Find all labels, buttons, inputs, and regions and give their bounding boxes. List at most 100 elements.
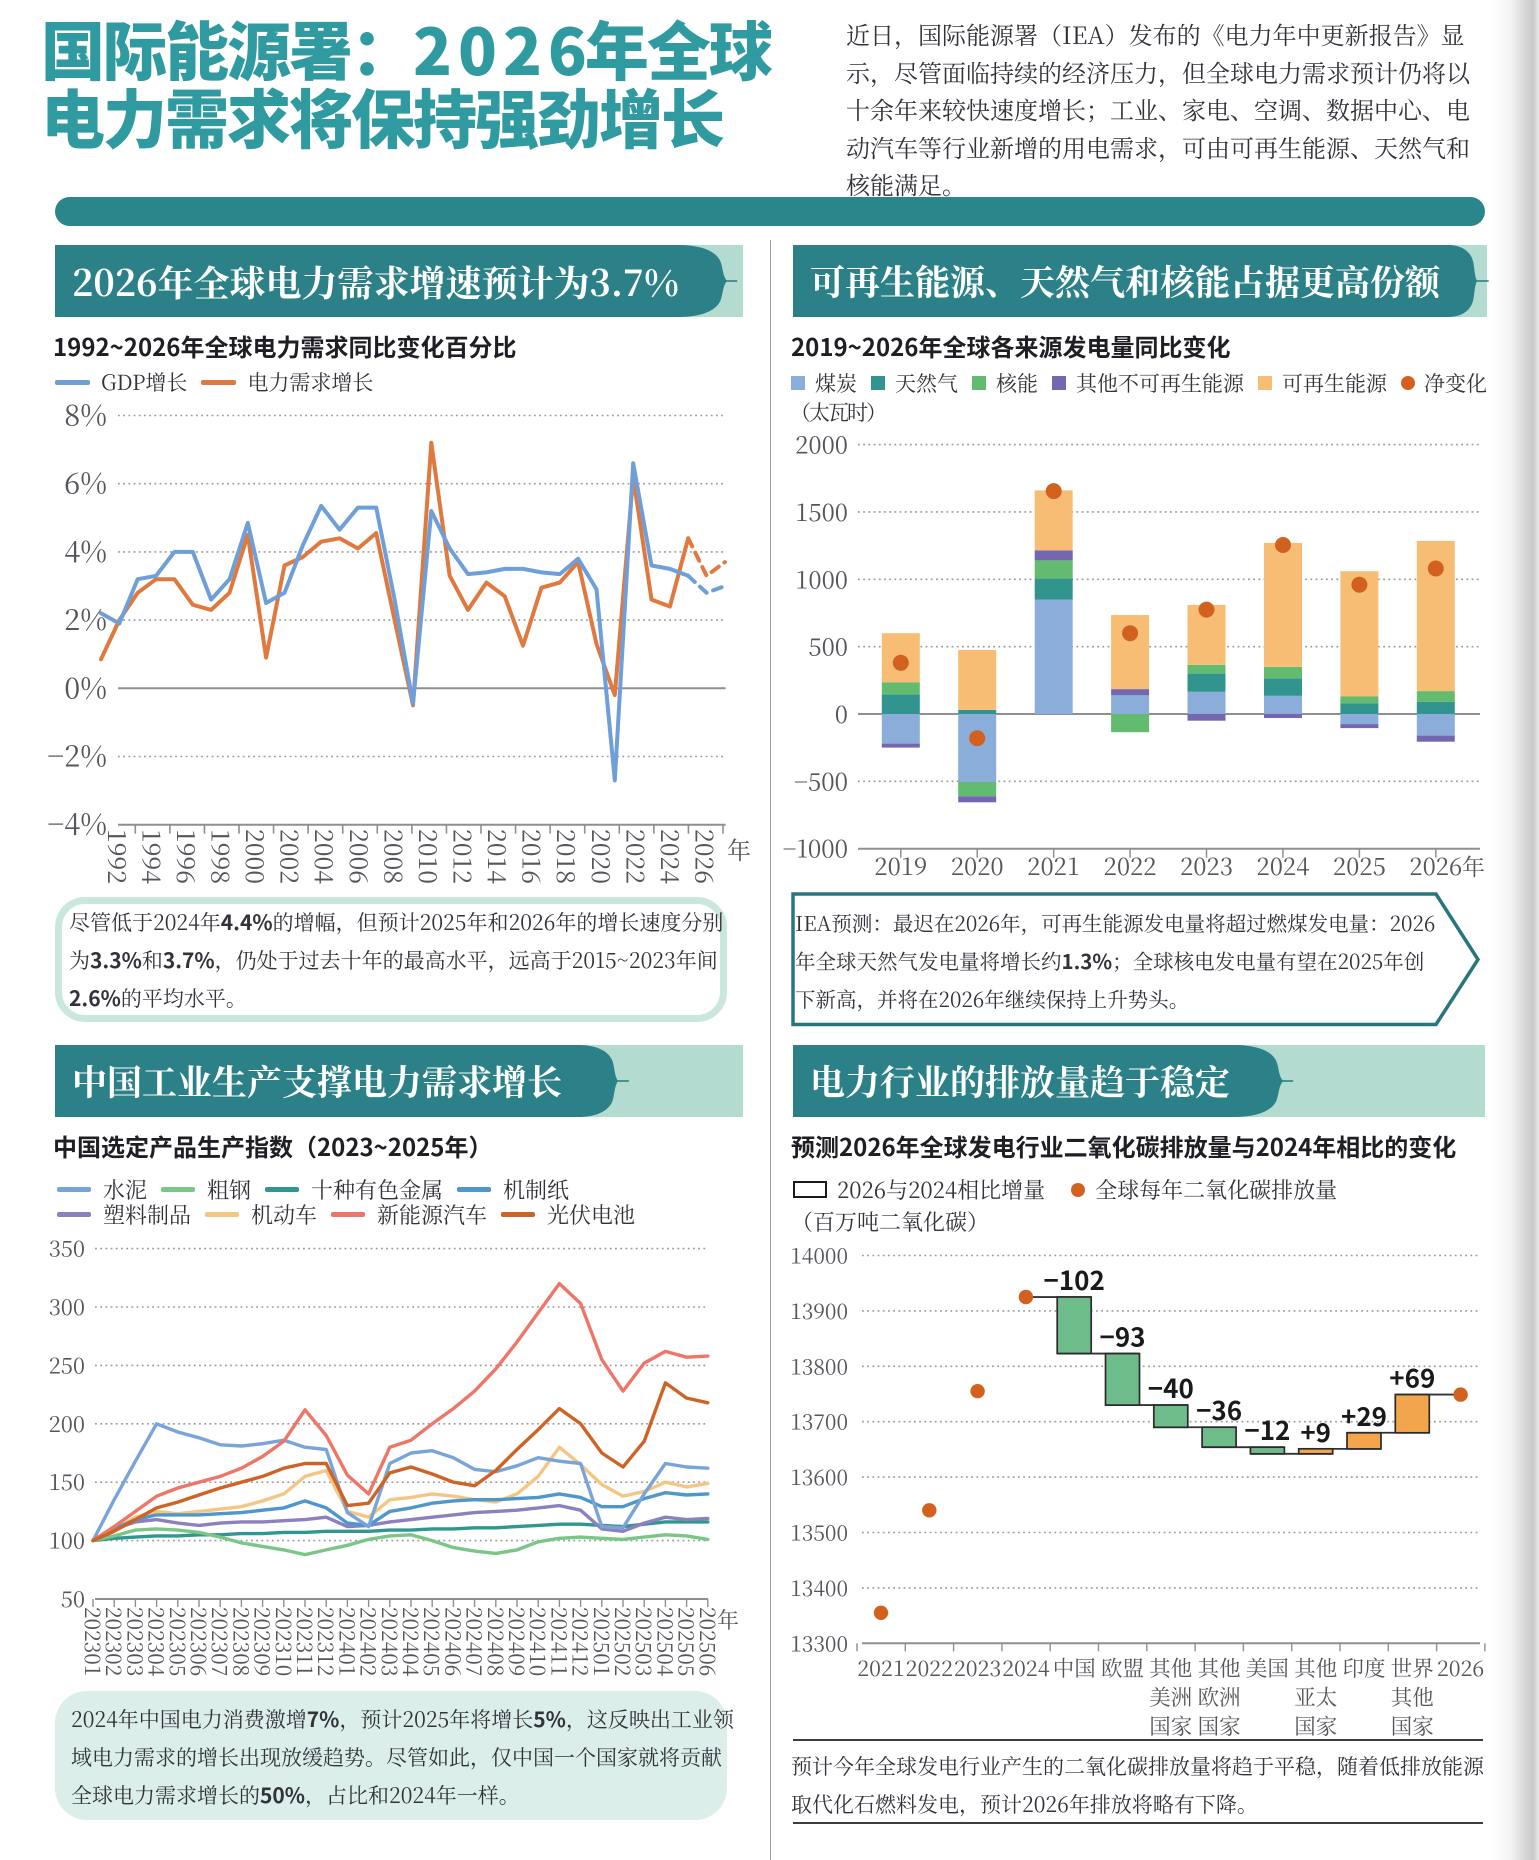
svg-text:2026: 2026 [1437,1652,1484,1683]
svg-text:202410: 202410 [523,1607,553,1676]
svg-text:0: 0 [835,695,848,730]
svg-text:202502: 202502 [608,1607,638,1676]
svg-text:13300: 13300 [790,1628,848,1658]
svg-text:13600: 13600 [790,1462,848,1492]
svg-text:2020: 2020 [951,847,1004,882]
svg-text:1000: 1000 [795,560,848,595]
svg-text:202306: 202306 [184,1607,214,1676]
svg-text:202308: 202308 [226,1607,256,1676]
svg-text:2025: 2025 [1333,847,1386,882]
svg-text:202503: 202503 [629,1607,659,1676]
svg-text:欧盟: 欧盟 [1101,1652,1144,1683]
svg-text:2000: 2000 [238,829,274,884]
svg-text:202505: 202505 [672,1607,702,1676]
svg-text:−40: −40 [1148,1369,1194,1406]
svg-text:国家: 国家 [1149,1710,1192,1740]
svg-text:年: 年 [717,1604,739,1635]
svg-text:202302: 202302 [99,1607,129,1676]
svg-text:2010: 2010 [411,829,447,884]
svg-text:2021: 2021 [1027,847,1080,882]
svg-text:2022: 2022 [906,1652,953,1683]
svg-text:−2%: −2% [47,735,107,776]
svg-text:+9: +9 [1300,1413,1331,1450]
svg-text:其他: 其他 [1294,1652,1337,1683]
svg-text:202403: 202403 [375,1607,405,1676]
svg-text:50: 50 [61,1583,85,1614]
svg-text:+69: +69 [1389,1359,1435,1396]
svg-text:202305: 202305 [163,1607,193,1676]
svg-text:其他: 其他 [1391,1681,1434,1712]
svg-text:1998: 1998 [204,829,240,884]
svg-text:2%: 2% [64,598,107,639]
svg-text:202301: 202301 [78,1607,108,1676]
svg-text:2026: 2026 [1409,847,1462,882]
svg-text:202401: 202401 [332,1607,362,1676]
svg-text:1994: 1994 [134,829,170,884]
svg-text:−36: −36 [1196,1391,1242,1428]
svg-text:202506: 202506 [693,1607,723,1676]
svg-text:13800: 13800 [790,1351,848,1381]
svg-text:202408: 202408 [481,1607,511,1676]
svg-text:250: 250 [49,1349,85,1380]
svg-text:2022: 2022 [1104,847,1157,882]
svg-text:2016: 2016 [515,829,551,884]
svg-text:13400: 13400 [790,1573,848,1603]
svg-text:亚太: 亚太 [1294,1681,1337,1712]
svg-text:2008: 2008 [376,829,412,884]
svg-text:世界: 世界 [1391,1652,1434,1683]
svg-text:202411: 202411 [544,1607,574,1676]
svg-text:中国: 中国 [1053,1652,1096,1683]
svg-text:202307: 202307 [205,1607,235,1676]
svg-text:−93: −93 [1099,1318,1145,1355]
svg-text:202406: 202406 [438,1607,468,1676]
svg-text:2020: 2020 [584,829,620,884]
svg-text:4%: 4% [64,530,107,571]
svg-text:350: 350 [49,1235,85,1264]
svg-text:14000: 14000 [790,1241,848,1271]
svg-text:2004: 2004 [307,829,343,884]
svg-text:202504: 202504 [650,1607,680,1677]
svg-text:150: 150 [49,1466,85,1497]
svg-text:+29: +29 [1341,1397,1387,1434]
svg-text:202407: 202407 [460,1607,490,1676]
svg-text:202409: 202409 [502,1607,532,1676]
svg-text:500: 500 [808,628,848,663]
svg-text:202312: 202312 [311,1607,341,1676]
svg-text:2022: 2022 [618,829,654,884]
svg-text:202304: 202304 [142,1607,172,1677]
svg-text:2023: 2023 [954,1652,1001,1683]
svg-text:202303: 202303 [120,1607,150,1676]
svg-text:202309: 202309 [248,1607,278,1676]
svg-text:100: 100 [49,1525,85,1556]
svg-text:2023: 2023 [1180,847,1233,882]
svg-text:202501: 202501 [587,1607,617,1676]
svg-text:−12: −12 [1244,1411,1290,1448]
svg-text:−500: −500 [794,762,848,797]
svg-text:年: 年 [1462,849,1485,882]
svg-text:1500: 1500 [795,493,848,528]
svg-text:欧洲: 欧洲 [1198,1681,1241,1712]
svg-text:−102: −102 [1044,1261,1105,1298]
svg-text:202311: 202311 [290,1607,320,1676]
svg-text:2024: 2024 [1002,1652,1049,1683]
svg-text:202405: 202405 [417,1607,447,1676]
svg-text:6%: 6% [64,462,107,503]
svg-text:国家: 国家 [1198,1710,1241,1740]
svg-text:2006: 2006 [342,829,378,884]
svg-text:2002: 2002 [273,829,309,884]
svg-text:美洲: 美洲 [1149,1681,1192,1712]
svg-text:13900: 13900 [790,1296,848,1326]
svg-text:−4%: −4% [47,803,107,844]
svg-text:2024: 2024 [653,829,689,884]
svg-text:国家: 国家 [1294,1710,1337,1740]
svg-text:200: 200 [49,1408,85,1439]
svg-text:0%: 0% [64,666,107,707]
svg-text:2026: 2026 [687,829,723,884]
svg-text:印度: 印度 [1342,1652,1385,1683]
svg-text:美国: 美国 [1246,1652,1289,1683]
svg-text:2000: 2000 [795,426,848,461]
svg-text:1992: 1992 [100,829,136,884]
svg-text:300: 300 [49,1291,85,1322]
svg-text:13500: 13500 [790,1518,848,1548]
svg-text:2018: 2018 [549,829,585,884]
